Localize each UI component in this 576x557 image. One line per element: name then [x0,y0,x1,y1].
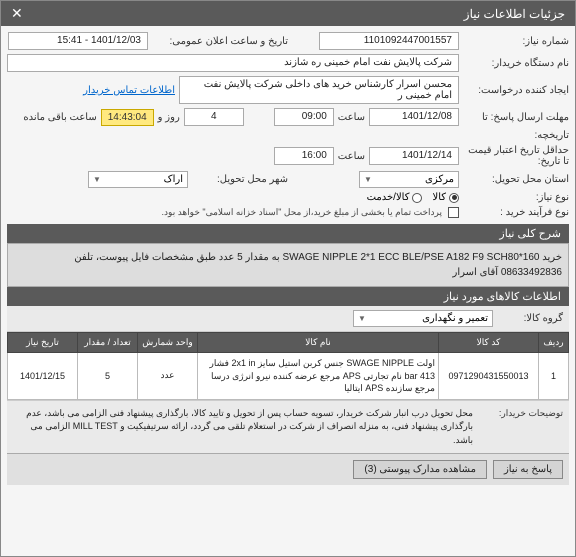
radio-goods[interactable]: کالا [432,192,459,203]
validity-time: 16:00 [274,147,334,165]
type-label: نوع نیاز: [459,192,569,203]
col-row: ردیف [539,333,569,353]
row-deadline: مهلت ارسال پاسخ: تا 1401/12/08 ساعت 09:0… [7,108,569,126]
chevron-down-icon: ▼ [364,175,372,184]
process-checkbox[interactable] [448,207,459,218]
reply-button[interactable]: پاسخ به نیاز [493,460,563,479]
footer-desc: توضیحات خریدار: محل تحویل درب انبار شرکت… [7,400,569,454]
cell-code: 0971290431550013 [439,353,539,400]
buyer-value: شرکت پالایش نفت امام خمینی ره شازند [7,54,459,72]
desc-header: شرح کلی نیاز [7,224,569,243]
process-label: نوع فرآیند خرید : [459,207,569,218]
radio-service[interactable]: کالا/خدمت [367,192,423,203]
city-dropdown[interactable]: اراک ▼ [88,171,188,188]
content: شماره نیاز: 1101092447001557 تاریخ و ساع… [1,26,575,491]
col-date: تاریخ نیاز [8,333,78,353]
creator-label: ایجاد کننده درخواست: [459,85,569,96]
window-title: جزئیات اطلاعات نیاز [464,7,565,21]
row-location: استان محل تحویل: مرکزی ▼ شهر محل تحویل: … [7,171,569,188]
goods-group-row: گروه کالا: تعمیر و نگهداری ▼ [7,306,569,332]
row-buyer: نام دستگاه خریدار: شرکت پالایش نفت امام … [7,54,569,72]
radio-service-label: کالا/خدمت [367,192,410,203]
validity-date: 1401/12/14 [369,147,459,165]
col-unit: واحد شمارش [138,333,198,353]
window: جزئیات اطلاعات نیاز ✕ شماره نیاز: 110109… [0,0,576,557]
col-qty: تعداد / مقدار [78,333,138,353]
remain-days: 4 [184,108,244,126]
titlebar: جزئیات اطلاعات نیاز ✕ [1,1,575,26]
radio-dot-off [412,193,422,203]
goods-header: اطلاعات کالاهای مورد نیاز [7,287,569,306]
row-creator: ایجاد کننده درخواست: محسن اسرار کارشناس … [7,76,569,104]
radio-goods-label: کالا [432,192,446,203]
remain-timer: 14:43:04 [101,109,154,126]
deadline-time: 09:00 [274,108,334,126]
announce-value: 1401/12/03 - 15:41 [8,32,148,50]
desc-text: خرید SWAGE NIPPLE 2*1 ECC BLE/PSE A182 F… [7,243,569,287]
creator-value: محسن اسرار کارشناس خرید های داخلی شرکت پ… [179,76,459,104]
remain-suffix: ساعت باقی مانده [19,112,100,123]
col-code: کد کالا [439,333,539,353]
history-label: تاریخچه: [459,130,569,141]
goods-group-dropdown[interactable]: تعمیر و نگهداری ▼ [353,310,493,327]
deadline-label: مهلت ارسال پاسخ: تا [459,112,569,123]
cell-row: 1 [539,353,569,400]
row-validity: حداقل تاریخ اعتبار قیمت تا تاریخ: 1401/1… [7,145,569,167]
bottom-bar: پاسخ به نیاز مشاهده مدارک پیوستی (3) [7,453,569,485]
items-table: ردیف کد کالا نام کالا واحد شمارش تعداد /… [7,332,569,400]
row-type: نوع نیاز: کالا کالا/خدمت [7,192,569,203]
province-label: استان محل تحویل: [459,174,569,185]
table-row: 1 0971290431550013 اولت SWAGE NIPPLE جنس… [8,353,569,400]
process-note: پرداخت تمام یا بخشی از مبلغ خرید،از محل … [162,207,442,218]
footer-text: محل تحویل درب انبار شرکت خریدار، تسویه ح… [13,407,473,448]
table-header-row: ردیف کد کالا نام کالا واحد شمارش تعداد /… [8,333,569,353]
validity-label: حداقل تاریخ اعتبار قیمت تا تاریخ: [459,145,569,167]
province-value: مرکزی [425,174,454,185]
cell-name: اولت SWAGE NIPPLE جنس کربن استیل سایز 2x… [198,353,439,400]
close-icon[interactable]: ✕ [11,5,23,22]
province-dropdown[interactable]: مرکزی ▼ [359,171,459,188]
footer-label: توضیحات خریدار: [473,407,563,448]
type-radio-group: کالا کالا/خدمت [367,192,459,203]
row-history: تاریخچه: [7,130,569,141]
buyer-label: نام دستگاه خریدار: [459,58,569,69]
deadline-time-label: ساعت [334,112,369,123]
remain-days-label: روز و [154,112,184,123]
goods-group-label: گروه کالا: [493,313,563,324]
col-name: نام کالا [198,333,439,353]
validity-time-label: ساعت [334,151,369,162]
chevron-down-icon: ▼ [358,314,366,323]
radio-dot-on [449,193,459,203]
row-need-no: شماره نیاز: 1101092447001557 تاریخ و ساع… [7,32,569,50]
contact-link[interactable]: اطلاعات تماس خریدار [83,85,175,96]
need-no-value: 1101092447001557 [319,32,459,50]
need-no-label: شماره نیاز: [459,36,569,47]
goods-group-value: تعمیر و نگهداری [422,313,488,324]
announce-label: تاریخ و ساعت اعلان عمومی: [148,36,288,47]
city-label: شهر محل تحویل: [188,174,288,185]
cell-qty: 5 [78,353,138,400]
cell-date: 1401/12/15 [8,353,78,400]
chevron-down-icon: ▼ [93,175,101,184]
city-value: اراک [164,174,183,185]
attachments-button[interactable]: مشاهده مدارک پیوستی (3) [353,460,487,479]
deadline-date: 1401/12/08 [369,108,459,126]
cell-unit: عدد [138,353,198,400]
row-process: نوع فرآیند خرید : پرداخت تمام یا بخشی از… [7,207,569,218]
